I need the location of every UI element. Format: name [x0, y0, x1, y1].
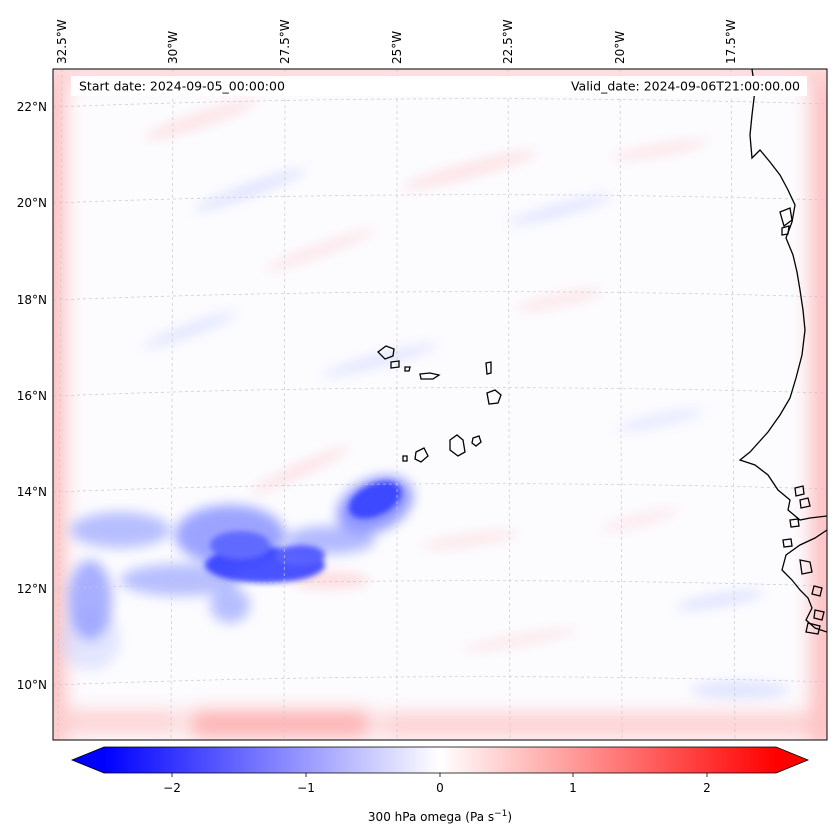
map-panel — [52, 68, 828, 741]
date-annotation-box — [71, 76, 807, 96]
colorbar-max-extend — [776, 747, 808, 773]
longitude-labels: 32.5°W 30°W 27.5°W 25°W 22.5°W 20°W 17.5… — [55, 19, 738, 64]
colorbar-outline — [70, 746, 810, 774]
latitude-labels: 22°N 20°N 18°N 16°N 14°N 12°N 10°N — [17, 100, 47, 692]
lon-label: 25°W — [390, 31, 404, 64]
colorbar-min-extend — [72, 747, 104, 773]
omega-field-negative-core — [68, 475, 413, 640]
senegal-guinea-coast — [781, 529, 827, 633]
colorbar-tick-label: 2 — [703, 781, 711, 795]
lat-label: 18°N — [17, 293, 47, 307]
gridlines — [53, 69, 827, 740]
colorbar-tick-label: −1 — [297, 781, 315, 795]
africa-coastline — [738, 69, 827, 521]
lat-label: 22°N — [17, 100, 47, 114]
colorbar-tick-label: 1 — [569, 781, 577, 795]
valid-date-label: Valid_date: 2024-09-06T21:00:00.00 — [571, 79, 800, 94]
lon-label: 32.5°W — [55, 19, 69, 64]
lon-label: 22.5°W — [501, 19, 515, 64]
colorbar-label: 300 hPa omega (Pa s−1) — [368, 809, 512, 824]
colorbar-tick-label: −2 — [163, 781, 181, 795]
colorbar-body — [104, 747, 776, 773]
lon-label: 27.5°W — [278, 19, 292, 64]
colorbar-ticks — [171, 773, 708, 777]
cape-verde-islands — [377, 345, 502, 463]
lon-label: 20°W — [613, 31, 627, 64]
start-date-label: Start date: 2024-09-05_00:00:00 — [79, 79, 285, 94]
lat-label: 20°N — [17, 196, 47, 210]
lat-label: 10°N — [17, 678, 47, 692]
map-frame — [52, 68, 828, 741]
lat-label: 16°N — [17, 389, 47, 403]
colorbar: −2 −1 0 1 2 300 hPa omega (Pa s−1) — [70, 746, 810, 824]
omega-field-positive-streaks — [142, 100, 710, 652]
colorbar-tick-label: 0 — [436, 781, 444, 795]
lat-label: 14°N — [17, 485, 47, 499]
lon-label: 17.5°W — [724, 19, 738, 64]
lat-label: 12°N — [17, 582, 47, 596]
coastlines — [738, 69, 827, 635]
lon-label: 30°W — [166, 31, 180, 64]
